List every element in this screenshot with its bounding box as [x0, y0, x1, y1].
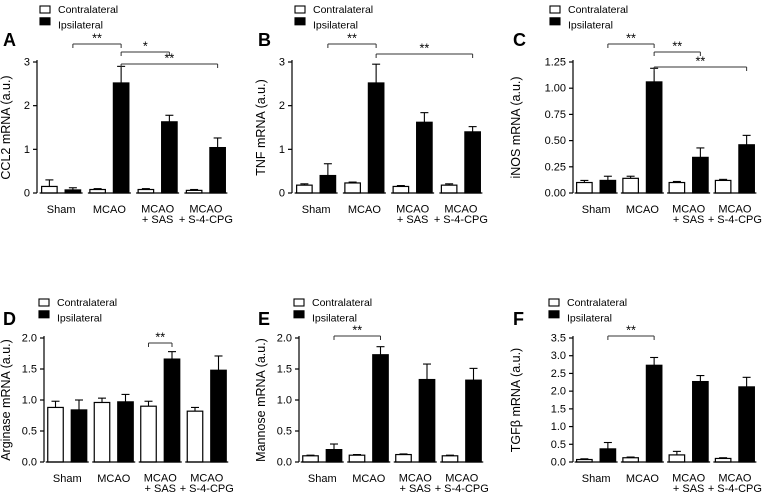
svg-text:1.5: 1.5	[551, 403, 566, 415]
svg-text:A: A	[3, 30, 16, 50]
svg-text:+ SAS: + SAS	[673, 214, 705, 226]
svg-text:Ipsilateral: Ipsilateral	[313, 20, 358, 32]
svg-text:0: 0	[24, 188, 30, 200]
svg-text:MCAO: MCAO	[348, 204, 381, 216]
svg-text:Ipsilateral: Ipsilateral	[57, 313, 102, 325]
svg-text:0.75: 0.75	[545, 109, 566, 121]
svg-text:**: **	[92, 32, 102, 46]
svg-text:C: C	[513, 30, 526, 50]
svg-text:Contralateral: Contralateral	[567, 297, 627, 309]
svg-text:1: 1	[24, 144, 30, 156]
svg-text:CCL2 mRNA (a.u.): CCL2 mRNA (a.u.)	[0, 75, 13, 179]
svg-text:+ S-4-CPG: + S-4-CPG	[434, 214, 488, 226]
svg-text:1.00: 1.00	[545, 83, 566, 95]
svg-text:3: 3	[279, 57, 285, 69]
svg-text:+ S-4-CPG: + S-4-CPG	[179, 214, 233, 226]
svg-text:**: **	[626, 32, 636, 46]
svg-text:D: D	[3, 309, 16, 329]
svg-text:2: 2	[24, 100, 30, 112]
svg-text:+ SAS: + SAS	[397, 214, 429, 226]
svg-text:**: **	[155, 331, 165, 345]
svg-text:1.5: 1.5	[277, 364, 292, 376]
svg-text:+ S-4-CPG: + S-4-CPG	[180, 483, 234, 495]
svg-text:B: B	[258, 30, 271, 50]
svg-text:0: 0	[279, 188, 285, 200]
svg-text:Ipsilateral: Ipsilateral	[568, 20, 613, 32]
svg-text:Arginase mRNA (a.u.): Arginase mRNA (a.u.)	[0, 339, 13, 461]
svg-text:3.0: 3.0	[551, 350, 566, 362]
svg-text:Ipsilateral: Ipsilateral	[312, 313, 357, 325]
svg-text:**: **	[420, 42, 430, 56]
svg-text:Ipsilateral: Ipsilateral	[58, 20, 103, 32]
svg-text:1.0: 1.0	[277, 395, 292, 407]
svg-text:2.5: 2.5	[551, 368, 566, 380]
svg-text:1.5: 1.5	[22, 364, 37, 376]
svg-text:+ SAS: + SAS	[142, 214, 174, 226]
svg-text:0.25: 0.25	[545, 161, 566, 173]
svg-text:Contralateral: Contralateral	[313, 4, 373, 16]
svg-text:Contralateral: Contralateral	[58, 4, 118, 16]
svg-text:0.00: 0.00	[545, 188, 566, 200]
svg-text:MCAO: MCAO	[352, 473, 385, 485]
svg-text:TNF mRNA (a.u.): TNF mRNA (a.u.)	[255, 79, 268, 176]
svg-text:0.0: 0.0	[22, 457, 37, 469]
svg-text:iNOS mRNA (a.u.): iNOS mRNA (a.u.)	[510, 76, 523, 178]
svg-text:Sham: Sham	[582, 204, 611, 216]
svg-text:Mannose mRNA (a.u.): Mannose mRNA (a.u.)	[255, 338, 268, 462]
svg-text:**: **	[626, 324, 636, 338]
svg-text:0.0: 0.0	[551, 457, 566, 469]
svg-text:Sham: Sham	[308, 473, 337, 485]
svg-text:+ S-4-CPG: + S-4-CPG	[708, 483, 762, 495]
svg-text:MCAO: MCAO	[626, 473, 659, 485]
svg-text:3.5: 3.5	[551, 333, 566, 345]
svg-text:Contralateral: Contralateral	[312, 297, 372, 309]
svg-text:**: **	[672, 40, 682, 54]
svg-text:0.5: 0.5	[551, 439, 566, 451]
svg-text:*: *	[143, 40, 148, 54]
svg-text:+ S-4-CPG: + S-4-CPG	[708, 214, 762, 226]
svg-text:**: **	[165, 52, 175, 66]
svg-text:MCAO: MCAO	[93, 204, 126, 216]
svg-text:Sham: Sham	[47, 204, 76, 216]
svg-text:MCAO: MCAO	[97, 473, 130, 485]
svg-text:Ipsilateral: Ipsilateral	[567, 313, 612, 325]
svg-text:0.50: 0.50	[545, 135, 566, 147]
svg-text:1.25: 1.25	[545, 57, 566, 69]
svg-text:2.0: 2.0	[22, 333, 37, 345]
svg-text:**: **	[352, 324, 362, 338]
svg-text:0.0: 0.0	[277, 457, 292, 469]
svg-text:F: F	[513, 309, 524, 329]
svg-text:3: 3	[24, 57, 30, 69]
svg-text:2.0: 2.0	[277, 333, 292, 345]
svg-text:Sham: Sham	[302, 204, 331, 216]
svg-text:1.0: 1.0	[22, 395, 37, 407]
svg-text:+ S-4-CPG: + S-4-CPG	[435, 483, 489, 495]
svg-text:Sham: Sham	[53, 473, 82, 485]
svg-text:1: 1	[279, 144, 285, 156]
svg-text:+ SAS: + SAS	[673, 483, 705, 495]
svg-text:+ SAS: + SAS	[145, 483, 177, 495]
svg-text:2: 2	[279, 100, 285, 112]
svg-text:**: **	[696, 55, 706, 69]
svg-text:Contralateral: Contralateral	[57, 297, 117, 309]
svg-text:0.5: 0.5	[277, 426, 292, 438]
svg-text:**: **	[347, 32, 357, 46]
svg-text:0.5: 0.5	[22, 426, 37, 438]
svg-text:Contralateral: Contralateral	[568, 4, 628, 16]
svg-text:TGFβ mRNA (a.u.): TGFβ mRNA (a.u.)	[510, 348, 523, 452]
svg-text:1.0: 1.0	[551, 421, 566, 433]
svg-text:MCAO: MCAO	[626, 204, 659, 216]
svg-text:Sham: Sham	[582, 473, 611, 485]
svg-text:2.0: 2.0	[551, 386, 566, 398]
svg-text:+ SAS: + SAS	[400, 483, 432, 495]
svg-text:E: E	[258, 309, 270, 329]
